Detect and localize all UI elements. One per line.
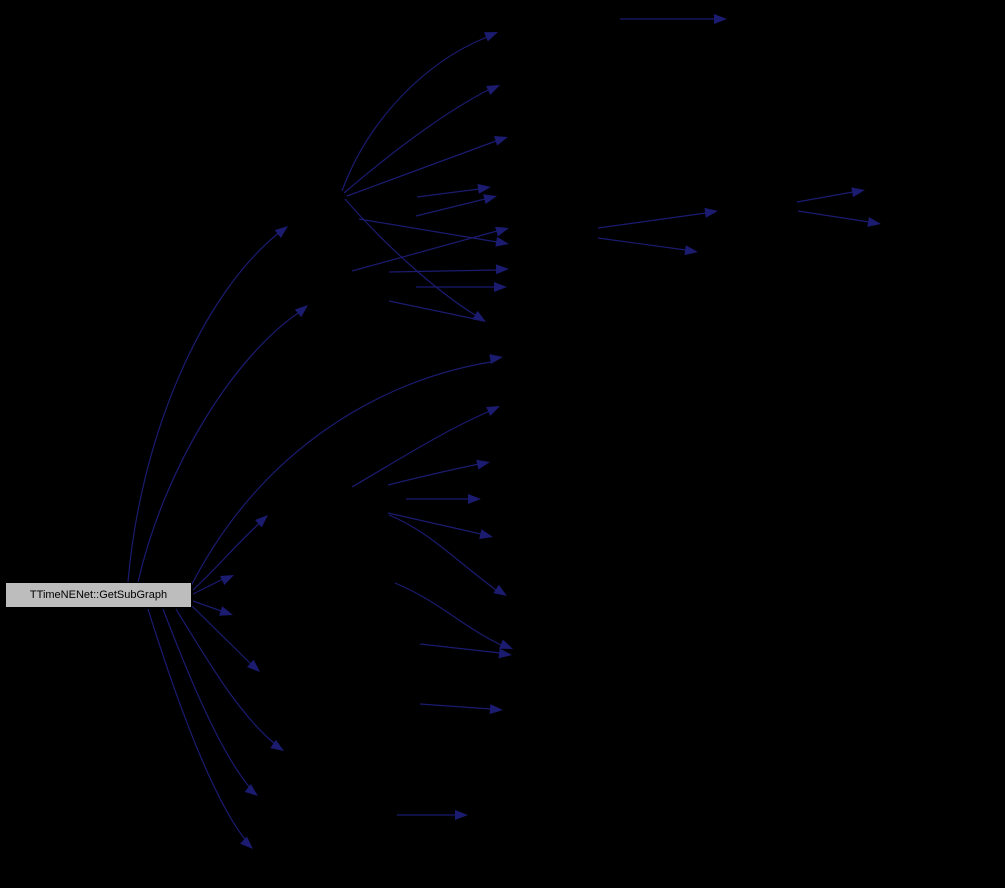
call-edge [388,514,497,591]
call-edge [387,463,480,486]
edge-arrowhead-icon [484,32,498,42]
call-edge [341,36,488,192]
edge-arrowhead-icon [495,236,509,247]
call-edge [358,218,498,243]
edge-arrowhead-icon [495,264,509,275]
edge-arrowhead-icon [498,648,512,659]
call-edge [127,230,282,583]
edge-arrowhead-icon [479,529,493,539]
call-edge [192,520,263,591]
edge-arrowhead-icon [244,784,258,796]
node-ttimenenet-getsubgraph[interactable]: TTimeNENet::GetSubGraph [5,582,192,608]
edge-arrowhead-icon [494,136,508,146]
call-edge [597,212,707,229]
call-edge [346,140,497,197]
edge-arrowhead-icon [704,207,718,218]
edge-arrowhead-icon [468,494,481,504]
call-edge [387,512,482,535]
edge-arrowhead-icon [254,515,268,528]
edge-arrowhead-icon [477,183,491,194]
call-edge [162,608,252,790]
call-edge [351,410,491,488]
edge-arrowhead-icon [219,606,233,616]
edge-arrowhead-icon [220,575,234,586]
call-edge [147,608,248,843]
call-edge [394,582,502,646]
edge-arrowhead-icon [493,584,507,596]
call-edge [797,210,870,223]
edge-arrowhead-icon [489,704,503,715]
edge-arrowhead-icon [240,836,253,849]
edge-arrowhead-icon [499,639,513,649]
call-edge [192,577,226,595]
call-edge [343,88,491,194]
call-edge [189,361,492,589]
edge-arrowhead-icon [486,85,500,96]
call-edge [388,269,498,273]
call-edge [351,230,498,272]
edge-arrowhead-icon [274,226,288,238]
edge-arrowhead-icon [495,226,509,237]
call-edge [344,198,476,316]
edge-arrowhead-icon [455,810,468,820]
edge-arrowhead-icon [489,354,503,364]
edge-arrowhead-icon [714,14,727,24]
call-edge [388,300,481,321]
edge-arrowhead-icon [294,305,308,318]
edge-arrowhead-icon [270,739,284,751]
call-edge [597,237,687,251]
call-edge [415,198,486,217]
call-edge [419,643,501,654]
edge-arrowhead-icon [476,459,490,470]
call-edge [416,188,480,198]
call-edge [796,191,854,203]
call-edge [175,608,276,745]
call-edge [137,310,302,583]
edge-arrowhead-icon [486,406,500,417]
edge-arrowhead-icon [483,194,497,204]
call-edge [192,600,225,613]
call-edge [419,703,492,710]
edge-arrowhead-icon [246,659,260,672]
edge-arrowhead-icon [851,187,865,198]
edge-arrowhead-icon [867,217,881,227]
node-label: TTimeNENet::GetSubGraph [29,588,168,601]
call-edge [191,605,252,665]
edge-arrowhead-icon [494,282,507,292]
edge-arrowhead-icon [684,245,698,256]
